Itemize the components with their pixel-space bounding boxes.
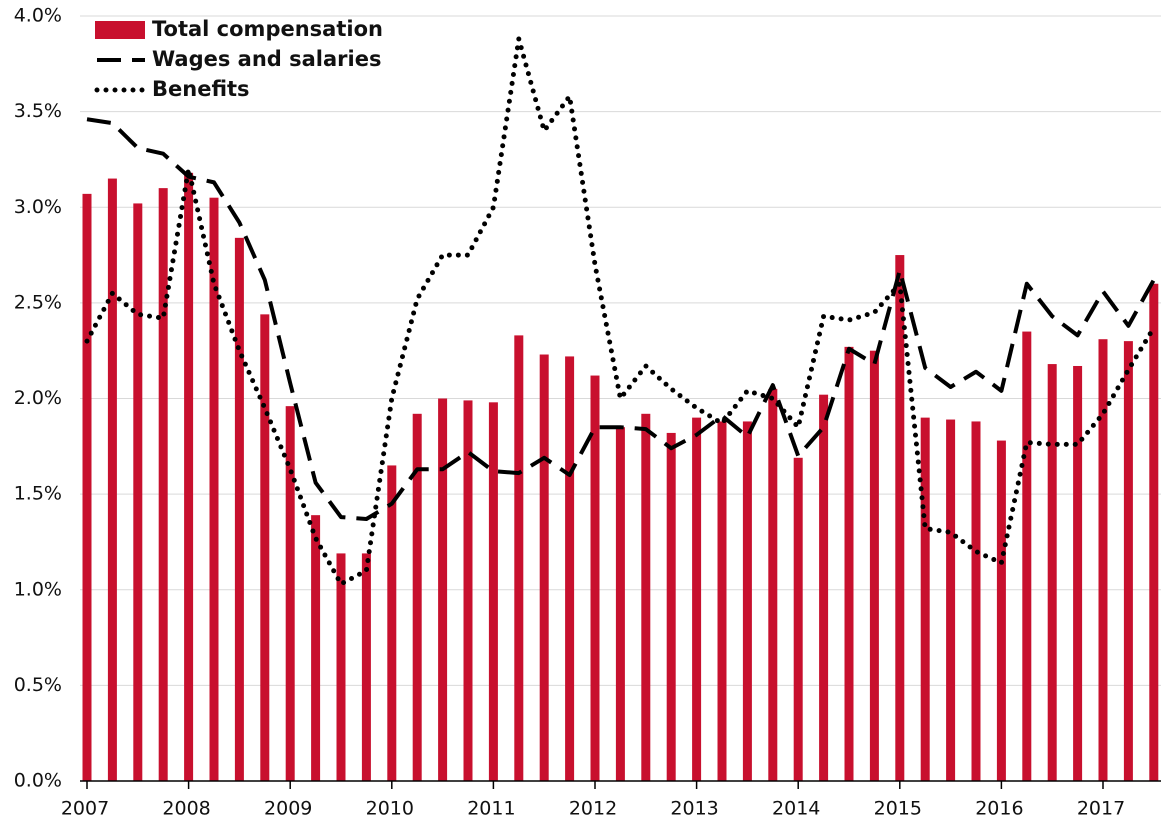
x-tick-label: 2008: [162, 798, 210, 820]
bar: [1098, 339, 1108, 781]
bar: [209, 197, 219, 781]
bar: [260, 314, 270, 781]
bar: [133, 203, 143, 782]
bar: [1047, 364, 1057, 781]
bar: [438, 398, 448, 781]
legend: Total compensation Wages and salaries Bene…: [94, 17, 383, 101]
legend-label: Benefits: [152, 77, 250, 101]
bar: [311, 515, 321, 781]
bar: [539, 354, 549, 781]
x-tick-label: 2007: [61, 798, 109, 820]
y-tick-label: 4.0%: [14, 5, 62, 27]
bar: [565, 356, 575, 781]
bar: [793, 457, 803, 781]
bar: [1073, 365, 1083, 781]
bar: [946, 419, 956, 781]
bar: [742, 421, 752, 781]
x-tick-label: 2014: [772, 798, 820, 820]
y-tick-label: 3.5%: [14, 100, 62, 122]
legend-swatch: [95, 21, 145, 39]
bar: [463, 400, 473, 781]
bar: [412, 413, 422, 781]
bar: [768, 388, 778, 781]
bar: [336, 553, 346, 781]
bar: [82, 193, 92, 782]
y-tick-label: 2.0%: [14, 387, 62, 409]
y-tick-label: 0.5%: [14, 674, 62, 696]
x-tick-label: 2016: [975, 798, 1023, 820]
legend-label: Total compensation: [152, 17, 383, 41]
bar: [971, 421, 981, 781]
bar: [819, 394, 829, 781]
bar: [514, 335, 524, 781]
y-tick-label: 2.5%: [14, 291, 62, 313]
y-tick-label: 1.0%: [14, 578, 62, 600]
x-tick-label: 2017: [1077, 798, 1125, 820]
x-tick-label: 2011: [467, 798, 515, 820]
y-tick-label: 0.0%: [14, 770, 62, 792]
bar: [107, 178, 117, 781]
bar: [869, 350, 879, 781]
bar: [1123, 341, 1133, 781]
legend-label: Wages and salaries: [152, 47, 381, 71]
bar: [285, 406, 295, 781]
bar: [1022, 331, 1032, 781]
x-tick-label: 2012: [569, 798, 617, 820]
line-series: [86, 117, 1156, 521]
bar: [641, 413, 651, 781]
bar: [387, 465, 397, 781]
bar: [361, 553, 371, 781]
bar: [234, 237, 244, 782]
bar: [996, 440, 1006, 781]
bar: [615, 427, 625, 781]
x-tick-label: 2015: [874, 798, 922, 820]
bar: [895, 255, 905, 781]
bar: [158, 188, 168, 781]
y-tick-label: 1.5%: [14, 483, 62, 505]
bar: [184, 172, 194, 781]
x-tick-label: 2010: [366, 798, 414, 820]
x-tick-label: 2013: [670, 798, 718, 820]
bar: [717, 421, 727, 781]
bar: [488, 402, 498, 781]
line-series: [84, 36, 1157, 587]
bar: [1149, 283, 1159, 781]
bar: [590, 375, 600, 781]
bar: [920, 417, 930, 781]
bar: [692, 417, 702, 781]
bar: [666, 432, 676, 781]
y-tick-label: 3.0%: [14, 196, 62, 218]
x-tick-label: 2009: [264, 798, 312, 820]
bar: [844, 346, 854, 781]
